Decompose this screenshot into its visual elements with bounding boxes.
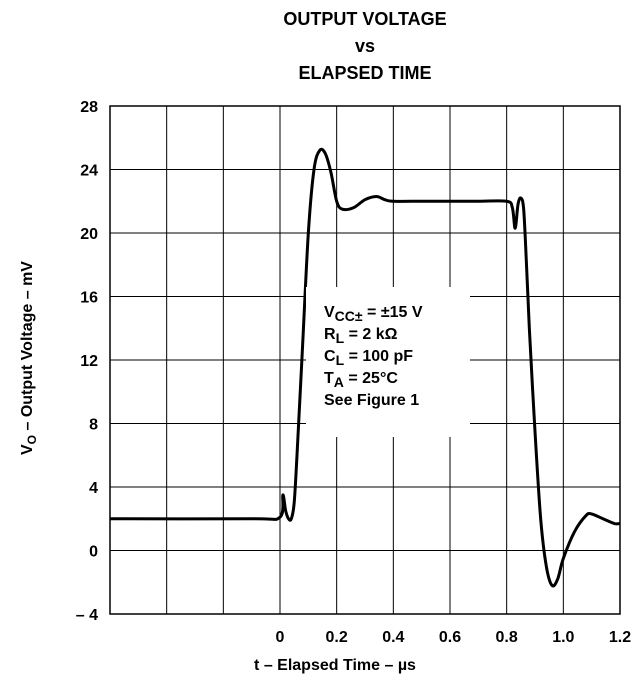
- y-axis-label-subscript: O: [25, 435, 39, 444]
- y-tick-label: 4: [89, 480, 98, 497]
- conditions-subscript: L: [336, 330, 345, 346]
- x-axis-label: t – Elapsed Time – µs: [254, 657, 416, 674]
- y-tick-label: 16: [80, 290, 98, 307]
- x-tick-label: 1.0: [552, 629, 574, 646]
- conditions-line: TA = 25°C: [324, 370, 398, 390]
- y-tick-label: – 4: [76, 607, 98, 624]
- x-tick-label: 0.2: [326, 629, 348, 646]
- x-tick-label: 0.4: [382, 629, 404, 646]
- x-tick-label: 0.8: [496, 629, 518, 646]
- series-line: [109, 147, 621, 588]
- chart-title-line-1: OUTPUT VOLTAGE: [283, 9, 447, 29]
- conditions-rest: = 25°C: [344, 370, 398, 387]
- conditions-rest: = 2 kΩ: [344, 326, 397, 343]
- y-tick-label: 12: [80, 353, 98, 370]
- y-tick-label: 24: [80, 163, 98, 180]
- y-tick-label: 0: [89, 544, 98, 561]
- conditions-line: See Figure 1: [324, 392, 419, 409]
- x-tick-label: 0.6: [439, 629, 461, 646]
- y-axis-label: VO – Output Voltage – mV: [19, 261, 39, 455]
- chart-title-line-3: ELAPSED TIME: [298, 63, 432, 83]
- conditions-rest: = ±15 V: [363, 304, 423, 321]
- y-tick-label: 8: [89, 417, 98, 434]
- conditions-line: CL = 100 pF: [324, 348, 413, 368]
- y-axis-label-rest: – Output Voltage – mV: [19, 261, 36, 435]
- conditions-subscript: CC±: [335, 308, 363, 324]
- x-tick-label: 0: [276, 629, 285, 646]
- y-tick-label: 28: [80, 99, 98, 116]
- plot-frame: [109, 105, 621, 615]
- conditions-line: VCC± = ±15 V: [324, 304, 423, 324]
- conditions-line: RL = 2 kΩ: [324, 326, 398, 346]
- conditions-subscript: L: [336, 352, 345, 368]
- y-tick-label: 20: [80, 226, 98, 243]
- x-tick-label: 1.2: [609, 629, 631, 646]
- conditions-box: [306, 287, 470, 437]
- conditions-rest: = 100 pF: [344, 348, 413, 365]
- conditions-subscript: A: [334, 374, 344, 390]
- chart-title-line-2: vs: [354, 36, 376, 56]
